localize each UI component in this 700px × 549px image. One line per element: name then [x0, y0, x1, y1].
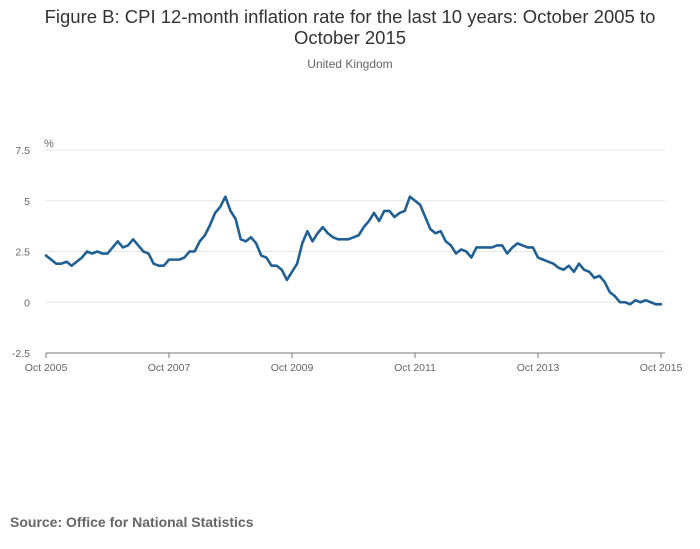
- y-tick-label: 2.5: [15, 247, 30, 259]
- x-tick-label: Oct 2011: [394, 362, 436, 374]
- series-line: [44, 195, 663, 306]
- y-axis-unit-label: %: [44, 138, 54, 150]
- chart-title-line-2: October 2015: [293, 27, 407, 48]
- x-tick-label: Oct 2009: [271, 362, 314, 374]
- chart-subtitle: United Kingdom: [307, 57, 393, 71]
- source-note: Source: Office for National Statistics: [10, 514, 254, 530]
- axes: -2.5 0 2.5 5 7.5 Oct 2005 Oct 2007 Oct 2009 Oct …: [12, 145, 683, 374]
- y-tick-label: 0: [24, 297, 30, 309]
- chart-title: Figure B: CPI 12-month inflation rate fo…: [0, 6, 700, 48]
- chart-title-line-1: Figure B: CPI 12-month inflation rate fo…: [44, 6, 656, 27]
- x-tick-label: Oct 2013: [517, 362, 560, 374]
- series-group: [44, 195, 663, 306]
- y-tick-label: 7.5: [15, 145, 30, 157]
- y-tick-label: -2.5: [12, 348, 30, 360]
- y-tick-label: 5: [24, 196, 30, 208]
- x-tick-label: Oct 2015: [640, 362, 683, 374]
- gridlines: [46, 149, 665, 303]
- x-tick-label: Oct 2007: [148, 362, 191, 374]
- x-tick-label: Oct 2005: [25, 362, 68, 374]
